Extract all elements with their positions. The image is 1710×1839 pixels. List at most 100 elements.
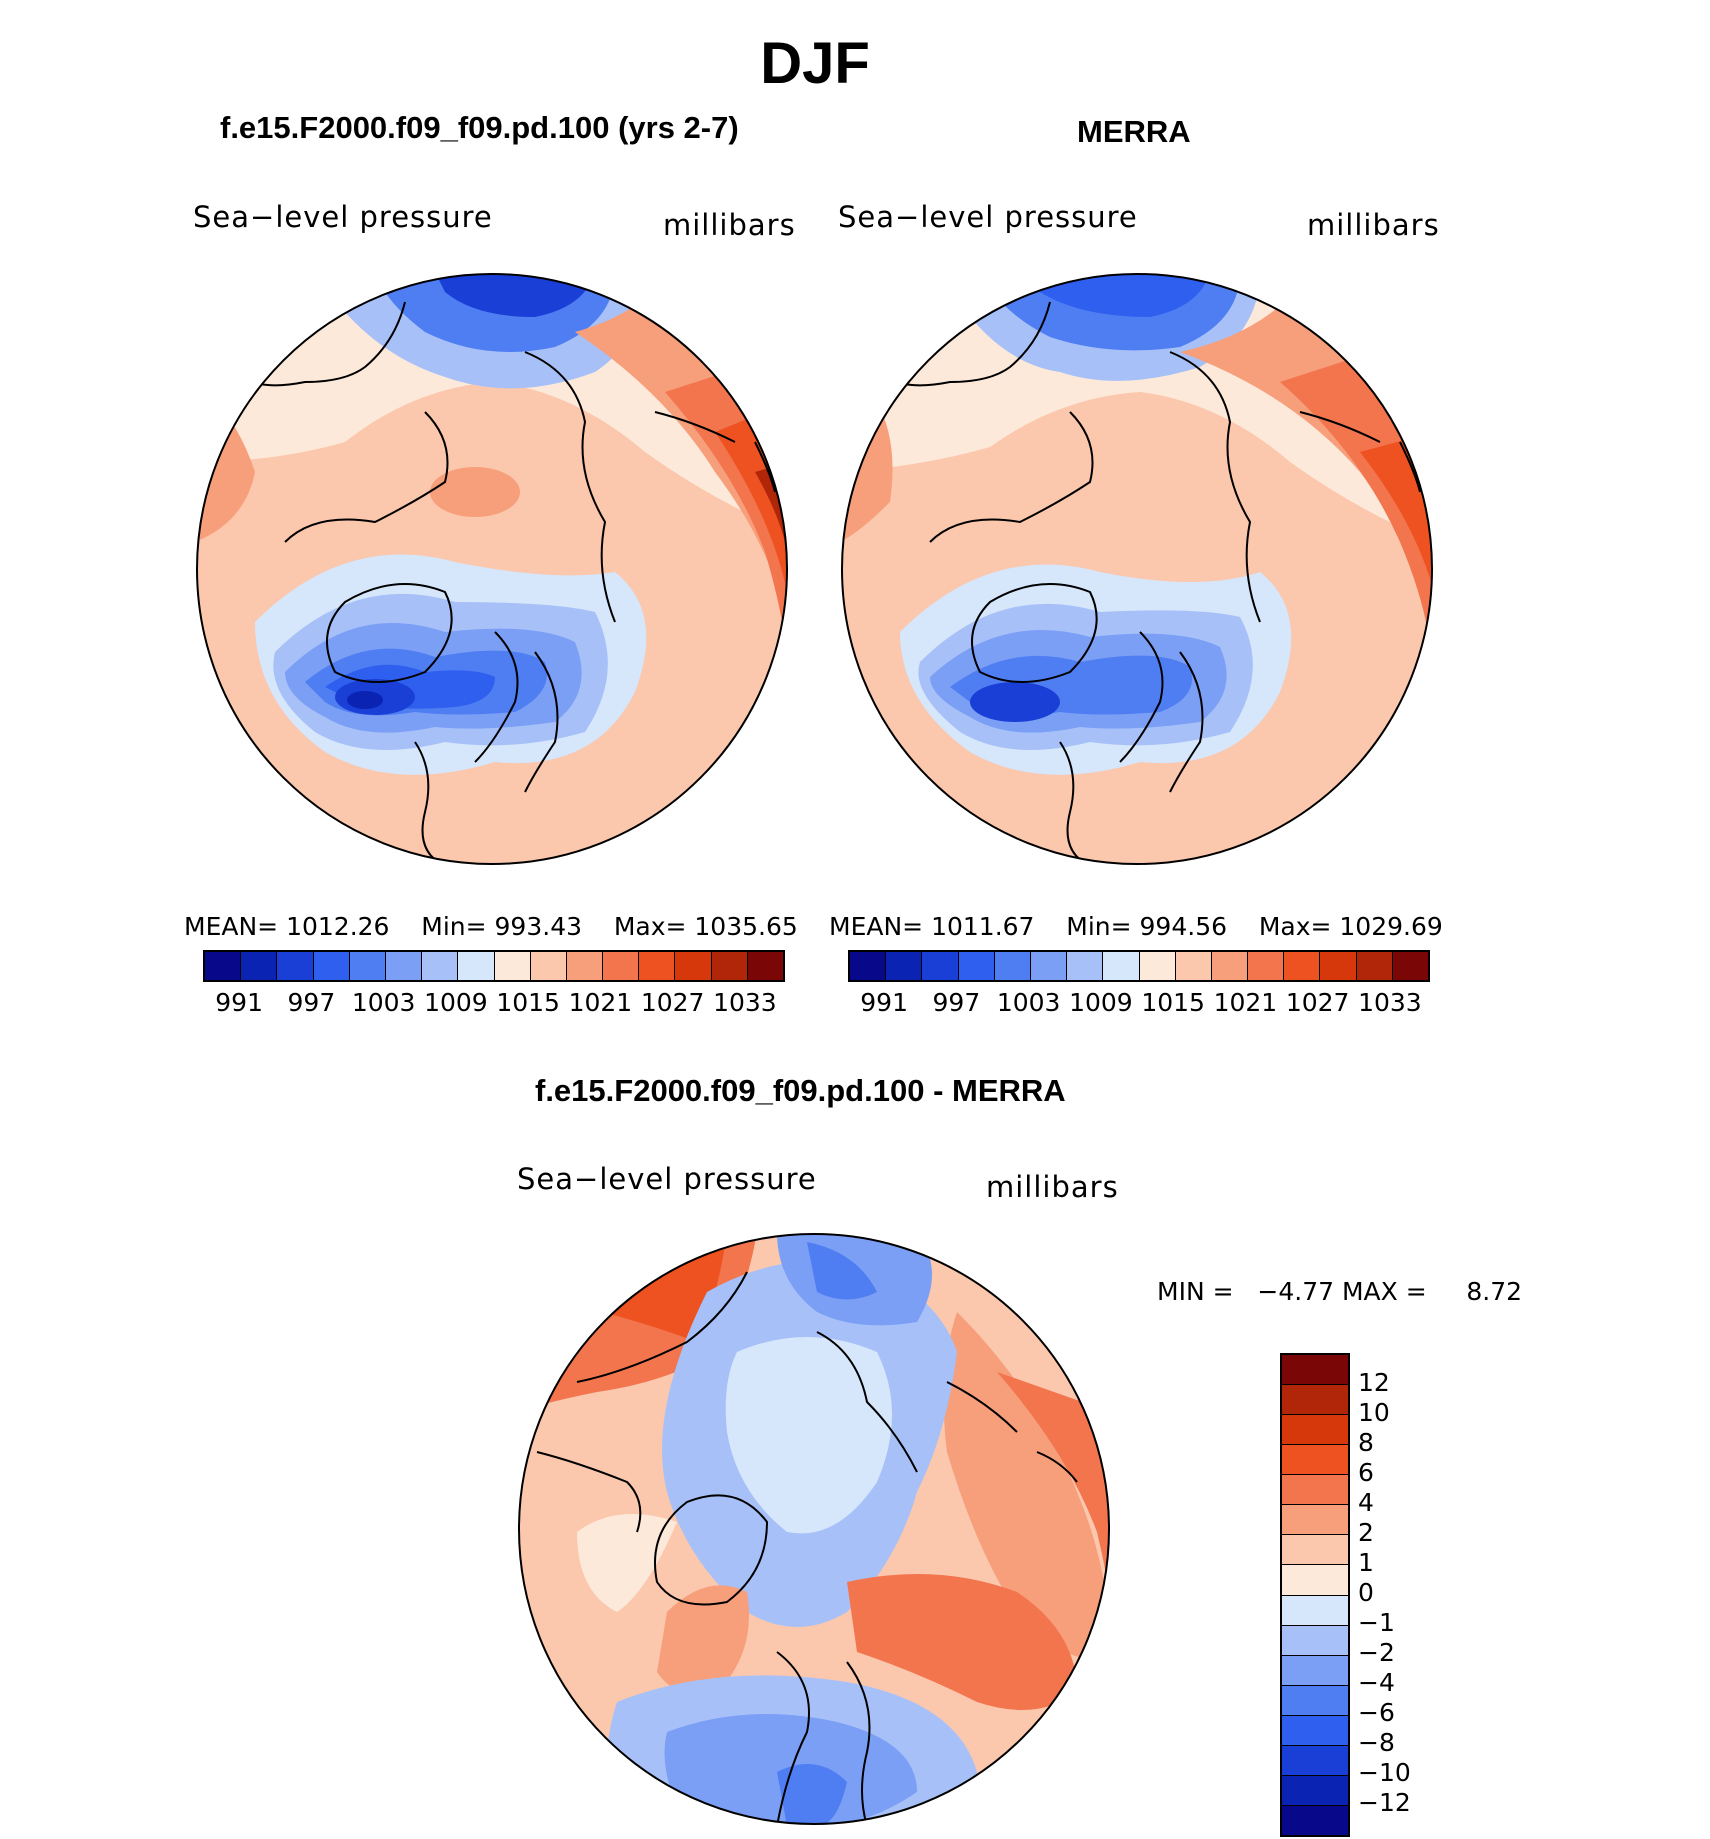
diff-colorbar-tick-label: −8	[1358, 1728, 1395, 1757]
diff-colorbar-labels: 12 10 8 6 4 2 1 0 −1 −2 −4 −6 −8 −10 −12	[1358, 1353, 1458, 1837]
diff-min-value: −4.77	[1257, 1277, 1335, 1306]
model-colorbar-swatch	[747, 952, 783, 980]
model-mean-value: 1012.26	[286, 912, 390, 941]
obs-panel-title: MERRA	[1077, 114, 1191, 149]
model-colorbar-tick-label: 991	[215, 988, 263, 1017]
obs-mean-label: MEAN=	[829, 912, 924, 941]
model-polar-map	[196, 273, 788, 865]
model-colorbar-swatch	[385, 952, 423, 980]
diff-units-label: millibars	[986, 1170, 1119, 1204]
obs-colorbar-swatch	[922, 952, 959, 980]
model-colorbar-tick-label: 1027	[640, 988, 705, 1017]
diff-colorbar-tick-label: −1	[1358, 1608, 1395, 1637]
model-colorbar-swatch	[711, 952, 748, 980]
obs-colorbar-tick-label: 1015	[1141, 988, 1205, 1017]
model-colorbar-swatch	[566, 952, 604, 980]
obs-colorbar-tick-label: 991	[860, 988, 908, 1017]
model-panel-title: f.e15.F2000.f09_f09.pd.100 (yrs 2-7)	[220, 110, 739, 145]
obs-mean-value: 1011.67	[931, 912, 1035, 941]
page-title: DJF	[760, 31, 870, 96]
model-colorbar-swatch	[313, 952, 350, 980]
model-mean-label: MEAN=	[184, 912, 279, 941]
obs-polar-map	[841, 273, 1433, 865]
model-colorbar-swatch	[241, 952, 278, 980]
obs-colorbar-tick-label: 1027	[1285, 988, 1350, 1017]
obs-colorbar-swatch	[1103, 952, 1140, 980]
obs-colorbar-tick-label: 1009	[1069, 988, 1133, 1017]
diff-colorbar-tick-label: 10	[1358, 1398, 1390, 1427]
model-colorbar-swatch	[277, 952, 314, 980]
obs-units-label: millibars	[1307, 208, 1440, 242]
obs-colorbar-swatch	[1067, 952, 1104, 980]
obs-colorbar-swatch	[1248, 952, 1285, 980]
obs-max-label: Max=	[1258, 912, 1332, 941]
diff-colorbar-tick-label: 6	[1358, 1458, 1374, 1487]
model-units-label: millibars	[663, 208, 796, 242]
model-variable-label: Sea−level pressure	[193, 200, 493, 234]
model-max-value: 1035.65	[694, 912, 798, 941]
model-colorbar-tick-label: 1033	[713, 988, 777, 1017]
model-colorbar-swatch	[675, 952, 712, 980]
diff-colorbar-swatch	[1282, 1745, 1348, 1776]
model-colorbar	[203, 950, 785, 982]
model-colorbar-swatch	[349, 952, 386, 980]
diff-colorbar-tick-label: 4	[1358, 1488, 1374, 1517]
obs-colorbar-swatch	[994, 952, 1031, 980]
model-colorbar-tick-label: 1003	[351, 988, 416, 1017]
diff-colorbar-swatch	[1282, 1385, 1348, 1416]
obs-colorbar-swatch	[1175, 952, 1212, 980]
model-colorbar-swatch	[205, 952, 242, 980]
diff-colorbar-tick-label: −4	[1358, 1668, 1395, 1697]
obs-min-value: 994.56	[1139, 912, 1228, 941]
obs-colorbar-tick-label: 1021	[1213, 988, 1278, 1017]
diff-colorbar-swatch	[1282, 1805, 1348, 1835]
obs-colorbar-swatch	[1284, 952, 1321, 980]
model-colorbar-labels: 991 997 1003 1009 1015 1021 1027 1033	[203, 988, 781, 1018]
diff-colorbar-swatch	[1282, 1415, 1348, 1446]
obs-colorbar-tick-label: 1003	[996, 988, 1061, 1017]
diff-colorbar-swatch	[1282, 1535, 1348, 1566]
diff-colorbar-tick-label: 12	[1358, 1368, 1390, 1397]
model-colorbar-tick-label: 1009	[424, 988, 488, 1017]
model-colorbar-tick-label: 1021	[568, 988, 633, 1017]
model-colorbar-swatch	[422, 952, 459, 980]
obs-colorbar-swatch	[1356, 952, 1393, 980]
obs-colorbar	[848, 950, 1430, 982]
diff-colorbar-swatch	[1282, 1355, 1348, 1386]
diff-colorbar-tick-label: −2	[1358, 1638, 1395, 1667]
diff-variable-label: Sea−level pressure	[517, 1162, 817, 1196]
diff-panel-title: f.e15.F2000.f09_f09.pd.100 - MERRA	[535, 1073, 1066, 1108]
model-colorbar-tick-label: 997	[287, 988, 336, 1017]
diff-max-label: MAX =	[1341, 1277, 1427, 1306]
diff-colorbar-swatch	[1282, 1445, 1348, 1476]
diff-colorbar-swatch	[1282, 1505, 1348, 1536]
diff-colorbar	[1280, 1353, 1350, 1837]
diff-colorbar-tick-label: 8	[1358, 1428, 1374, 1457]
model-colorbar-swatch	[494, 952, 531, 980]
model-min-label: Min=	[421, 912, 487, 941]
obs-colorbar-swatch	[886, 952, 923, 980]
obs-colorbar-swatch	[958, 952, 995, 980]
obs-colorbar-swatch	[850, 952, 887, 980]
diff-colorbar-swatch	[1282, 1655, 1348, 1686]
obs-colorbar-tick-label: 997	[932, 988, 981, 1017]
diff-colorbar-swatch	[1282, 1595, 1348, 1626]
obs-min-label: Min=	[1066, 912, 1132, 941]
model-colorbar-swatch	[603, 952, 640, 980]
diff-colorbar-tick-label: −10	[1358, 1758, 1411, 1787]
obs-colorbar-tick-label: 1033	[1358, 988, 1422, 1017]
diff-colorbar-tick-label: 0	[1358, 1578, 1374, 1607]
diff-colorbar-tick-label: 1	[1358, 1548, 1374, 1577]
diff-max-value: 8.72	[1466, 1277, 1523, 1306]
obs-colorbar-swatch	[1211, 952, 1249, 980]
obs-colorbar-swatch	[1392, 952, 1428, 980]
diff-colorbar-swatch	[1282, 1685, 1348, 1716]
obs-max-value: 1029.69	[1339, 912, 1443, 941]
model-max-label: Max=	[613, 912, 687, 941]
obs-colorbar-swatch	[1139, 952, 1176, 980]
model-colorbar-swatch	[530, 952, 567, 980]
obs-colorbar-swatch	[1030, 952, 1068, 980]
model-colorbar-swatch	[458, 952, 495, 980]
diff-colorbar-swatch	[1282, 1565, 1348, 1596]
diff-min-label: MIN =	[1157, 1277, 1234, 1306]
